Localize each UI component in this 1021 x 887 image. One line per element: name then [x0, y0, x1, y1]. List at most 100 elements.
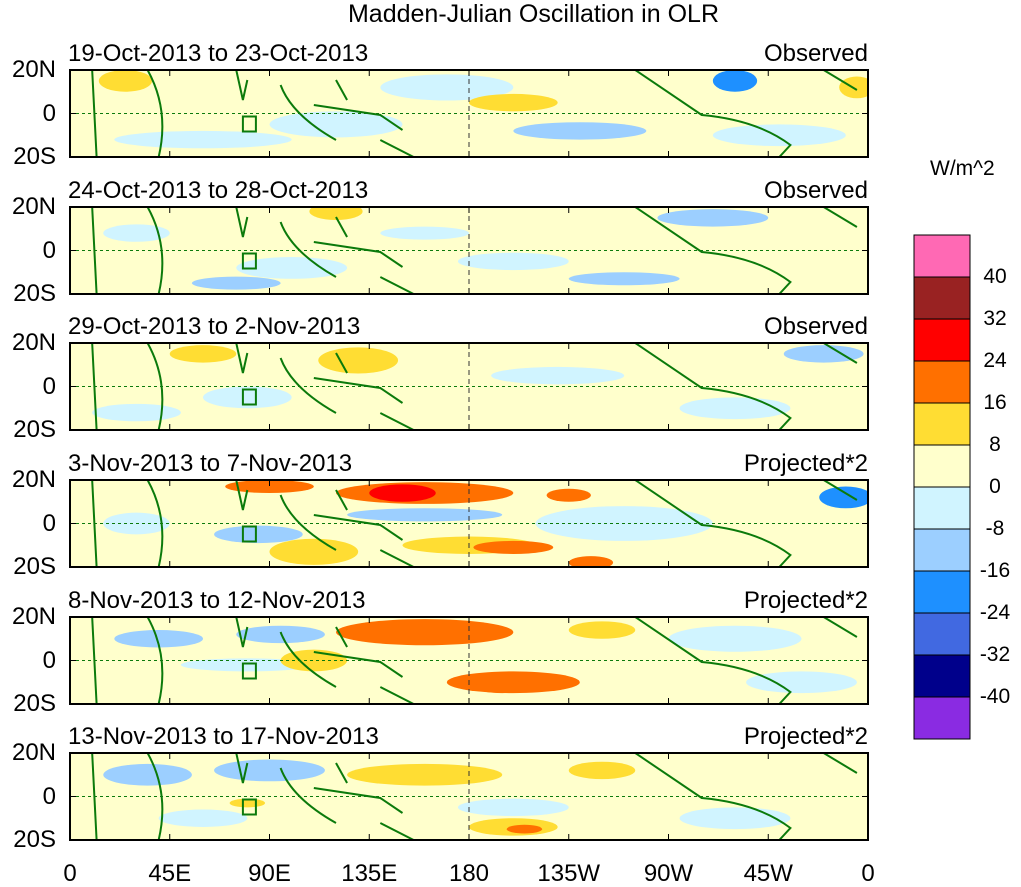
y-tick-label: 20N	[11, 56, 56, 83]
olr-anomaly-region	[347, 763, 503, 786]
olr-anomaly-region	[158, 809, 248, 827]
colorbar-swatch	[913, 234, 971, 278]
colorbar-label: 8	[989, 433, 1001, 456]
colorbar-label: -16	[979, 559, 1011, 582]
y-tick-label: 0	[42, 782, 56, 810]
olr-anomaly-region	[269, 538, 359, 565]
olr-anomaly-region	[347, 508, 503, 522]
olr-anomaly-region	[318, 347, 399, 374]
olr-anomaly-region	[92, 403, 181, 422]
olr-anomaly-region	[380, 226, 469, 240]
olr-anomaly-region	[568, 621, 636, 639]
colorbar-swatch	[913, 696, 971, 740]
region-box	[241, 798, 257, 816]
olr-anomaly-region	[475, 680, 529, 694]
olr-anomaly-region	[839, 76, 868, 99]
region-box	[241, 115, 257, 133]
map-panel-2	[69, 206, 869, 295]
colorbar-swatch	[913, 402, 971, 446]
y-tick-label: 20N	[11, 739, 56, 766]
panel-type-label: Projected*2	[743, 450, 868, 477]
y-tick-label: 20S	[13, 416, 56, 443]
map-panel-6	[69, 752, 869, 841]
colorbar-label: -32	[979, 643, 1011, 666]
y-tick-label: 0	[42, 509, 56, 537]
olr-anomaly-region	[225, 480, 314, 494]
olr-anomaly-region	[546, 488, 591, 502]
y-tick-label: 20N	[11, 603, 56, 630]
olr-anomaly-region	[657, 209, 769, 227]
colorbar-swatch	[913, 654, 971, 698]
x-tick-label: 0	[861, 860, 875, 887]
colorbar-label: 24	[983, 349, 1007, 372]
map-panel-5	[69, 616, 869, 705]
olr-anomaly-region	[468, 93, 558, 112]
olr-anomaly-region	[712, 124, 846, 147]
region-box	[241, 388, 257, 406]
olr-anomaly-region	[214, 525, 303, 544]
olr-anomaly-region	[114, 130, 292, 149]
region-box	[241, 662, 257, 680]
olr-anomaly-region	[236, 257, 348, 279]
x-tick-label: 180	[448, 860, 490, 887]
olr-anomaly-region	[457, 252, 569, 271]
colorbar-swatch	[913, 360, 971, 404]
x-tick-label: 90W	[643, 860, 694, 887]
olr-anomaly-region	[103, 224, 170, 242]
olr-anomaly-region	[380, 74, 514, 101]
colorbar-swatch	[913, 318, 971, 362]
panel-date-range: 29-Oct-2013 to 2-Nov-2013	[68, 313, 361, 340]
map-panel-4	[69, 479, 869, 568]
y-tick-label: 0	[42, 372, 56, 400]
map-panel-1	[69, 69, 869, 158]
panel-type-label: Observed	[763, 313, 868, 340]
y-tick-label: 20S	[13, 143, 56, 170]
colorbar-swatch	[913, 570, 971, 614]
colorbar-label: 0	[989, 475, 1001, 498]
colorbar-swatch	[913, 528, 971, 572]
x-tick-label: 45W	[743, 860, 793, 887]
olr-anomaly-region	[309, 207, 363, 221]
colorbar-swatch	[913, 486, 971, 530]
olr-anomaly-region	[568, 761, 636, 780]
colorbar-swatch	[913, 612, 971, 656]
y-tick-label: 20S	[13, 690, 56, 717]
olr-anomaly-region	[568, 556, 614, 567]
olr-anomaly-region	[203, 386, 292, 409]
olr-anomaly-region	[98, 70, 153, 92]
colorbar-swatch	[913, 444, 971, 488]
olr-anomaly-region	[269, 111, 403, 138]
olr-anomaly-region	[491, 366, 625, 385]
panel-type-label: Observed	[763, 177, 868, 204]
olr-anomaly-region	[712, 70, 758, 92]
panel-type-label: Observed	[763, 40, 868, 67]
panel-date-range: 13-Nov-2013 to 17-Nov-2013	[68, 723, 379, 750]
map-panel-3	[69, 342, 869, 431]
olr-anomaly-region	[746, 671, 857, 694]
olr-anomaly-region	[819, 486, 868, 509]
x-tick-label: 135E	[341, 860, 398, 887]
olr-anomaly-region	[568, 272, 680, 286]
y-tick-label: 20S	[13, 826, 56, 853]
olr-anomaly-region	[169, 345, 237, 363]
olr-anomaly-region	[191, 276, 281, 290]
colorbar-label: -24	[979, 601, 1011, 624]
y-tick-label: 0	[42, 646, 56, 674]
y-tick-label: 20N	[11, 466, 56, 493]
colorbar-swatch	[913, 276, 971, 320]
olr-anomaly-region	[103, 763, 192, 786]
olr-anomaly-region	[783, 345, 864, 363]
colorbar-label: 16	[983, 391, 1007, 414]
y-tick-label: 0	[42, 236, 56, 264]
colorbar-label: 40	[983, 265, 1007, 288]
olr-anomaly-region	[336, 619, 514, 646]
chart-title: Madden-Julian Oscillation in OLR	[347, 0, 719, 28]
region-box	[241, 525, 257, 543]
x-tick-label: 0	[63, 860, 77, 887]
olr-anomaly-region	[668, 625, 802, 652]
olr-anomaly-region	[457, 798, 569, 817]
panel-date-range: 8-Nov-2013 to 12-Nov-2013	[68, 587, 366, 614]
olr-anomaly-region	[214, 759, 325, 782]
panel-type-label: Projected*2	[743, 723, 868, 750]
x-tick-label: 90E	[248, 860, 291, 887]
